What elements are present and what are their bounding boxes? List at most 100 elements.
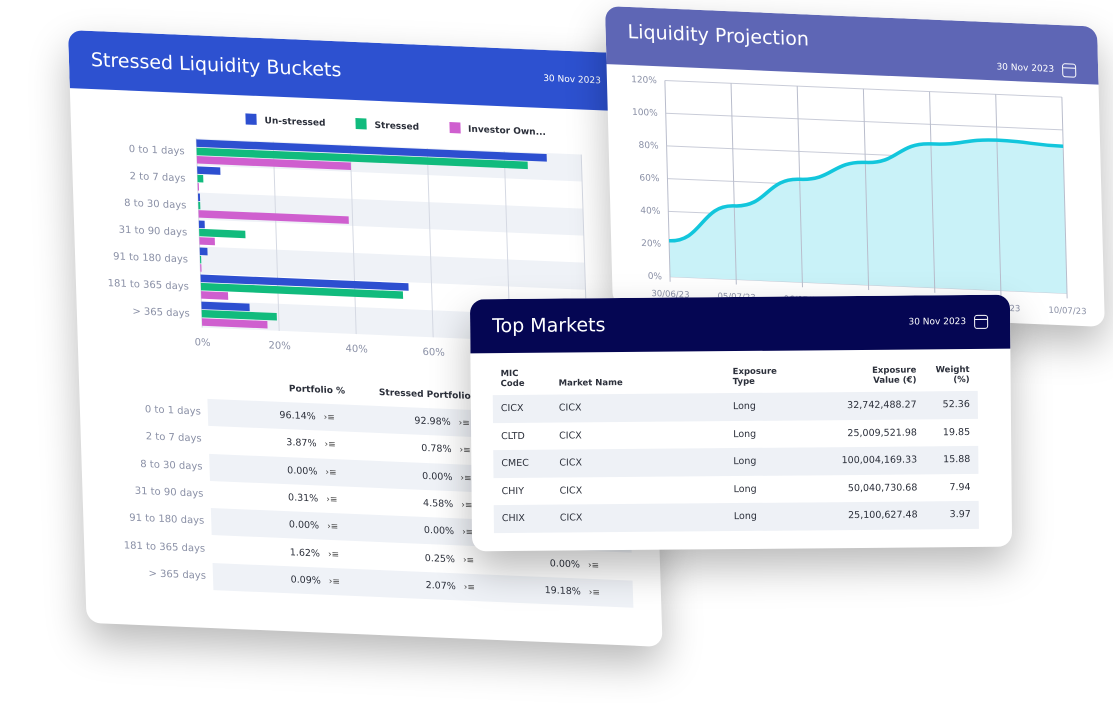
bar-stressed[interactable]: [199, 228, 246, 239]
bar-un-stressed[interactable]: [200, 274, 409, 291]
indent-list-icon[interactable]: ›≡: [588, 587, 601, 599]
bar-investor-own-[interactable]: [200, 264, 202, 272]
table-cell: 100,004,169.33: [841, 454, 918, 467]
bar-investor-own-[interactable]: [197, 183, 200, 191]
value-cell: 0.00% ›≡: [519, 556, 600, 571]
category-label: 31 to 90 days: [119, 225, 188, 239]
table-row[interactable]: CHIY CICX Long 50,040,730.68 7.94: [493, 473, 978, 505]
bucket-label: 31 to 90 days: [134, 485, 204, 500]
legend-swatch: [448, 121, 461, 134]
table-cell: 50,040,730.68: [847, 482, 918, 494]
table-row[interactable]: CLTD CICX Long 25,009,521.98 19.85: [493, 418, 978, 450]
category-label: 181 to 365 days: [107, 278, 189, 292]
table-cell: 25,009,521.98: [847, 427, 917, 439]
y-tick-label: 100%: [632, 108, 658, 119]
bar-investor-own-[interactable]: [201, 291, 229, 300]
col-header-stressed-portfolio: Stressed Portfolio %: [378, 388, 484, 403]
bar-stressed[interactable]: [196, 147, 528, 170]
table-cell: CICX: [559, 512, 583, 524]
table-row[interactable]: CHIX CICX Long 25,100,627.48 3.97: [493, 500, 979, 533]
gridline: [862, 88, 870, 291]
bar-un-stressed[interactable]: [197, 166, 221, 175]
bar-investor-own-[interactable]: [198, 210, 349, 224]
bucket-label: > 365 days: [148, 568, 207, 582]
value-text: 0.31%: [287, 492, 319, 505]
x-tick-label: 60%: [422, 347, 445, 359]
table-cell: Long: [733, 428, 757, 440]
gridline: [664, 80, 671, 282]
indent-list-icon[interactable]: ›≡: [324, 440, 336, 451]
gridline: [349, 144, 357, 335]
bar-investor-own-[interactable]: [199, 237, 215, 246]
indent-list-icon[interactable]: ›≡: [587, 560, 600, 571]
bar-stressed[interactable]: [197, 174, 204, 183]
panel-title: Top Markets: [492, 314, 606, 338]
bucket-label: 2 to 7 days: [145, 431, 202, 445]
bar-stressed[interactable]: [199, 255, 202, 264]
indent-list-icon[interactable]: ›≡: [458, 418, 471, 429]
projection-line[interactable]: [666, 126, 1066, 257]
bar-investor-own-[interactable]: [196, 155, 352, 170]
indent-list-icon[interactable]: ›≡: [459, 445, 471, 457]
indent-list-icon[interactable]: ›≡: [326, 494, 338, 506]
calendar-icon[interactable]: [1061, 63, 1077, 78]
bar-un-stressed[interactable]: [199, 247, 208, 256]
bar-un-stressed[interactable]: [197, 193, 201, 202]
value-text: 1.62%: [289, 546, 321, 560]
column-header[interactable]: Exposure Type: [732, 366, 777, 388]
table-cell: Long: [732, 401, 756, 413]
table-cell: 19.85: [942, 426, 971, 438]
calendar-icon[interactable]: [974, 314, 989, 329]
bucket-label: 181 to 365 days: [123, 539, 206, 555]
category-label: 0 to 1 days: [129, 144, 185, 157]
column-header[interactable]: Market Name: [558, 378, 623, 389]
table-cell: CICX: [559, 457, 582, 469]
x-tick-label: 20%: [268, 340, 291, 352]
gridline: [1061, 97, 1068, 299]
indent-list-icon[interactable]: ›≡: [327, 549, 340, 560]
panel-title: Liquidity Projection: [627, 20, 810, 51]
indent-list-icon[interactable]: ›≡: [460, 473, 472, 484]
gridline: [929, 91, 936, 293]
gridline: [995, 94, 1002, 296]
table-row[interactable]: CICX CICX Long 32,742,488.27 52.36: [492, 390, 978, 423]
value-cell: 4.58% ›≡: [392, 496, 473, 511]
indent-list-icon[interactable]: ›≡: [463, 582, 476, 593]
bar-stressed[interactable]: [198, 201, 201, 210]
indent-list-icon[interactable]: ›≡: [462, 555, 475, 566]
column-header[interactable]: Weight (%): [935, 365, 970, 386]
panel-title: Stressed Liquidity Buckets: [90, 48, 342, 82]
value-text: 2.07%: [425, 579, 457, 593]
table-cell: CICX: [559, 485, 583, 497]
top-markets-panel: Top Markets 30 Nov 2023 MIC Code Market N…: [469, 294, 1013, 552]
x-tick-label: 40%: [345, 344, 368, 356]
value-cell: 3.87% ›≡: [256, 436, 336, 450]
y-tick-label: 40%: [640, 206, 661, 217]
bucket-label: 8 to 30 days: [140, 458, 203, 473]
indent-list-icon[interactable]: ›≡: [325, 467, 337, 478]
indent-list-icon[interactable]: ›≡: [328, 576, 341, 588]
indent-list-icon[interactable]: ›≡: [323, 412, 336, 424]
table-cell: 3.97: [949, 509, 971, 521]
bar-un-stressed[interactable]: [198, 220, 205, 229]
indent-list-icon[interactable]: ›≡: [326, 522, 339, 533]
value-cell: 0.78% ›≡: [391, 442, 471, 456]
area-chart-svg: 0%20%40%60%80%100%120%30/06/2305/07/2306…: [631, 75, 1087, 317]
bar-stressed[interactable]: [200, 282, 404, 299]
value-text: 0.00%: [422, 470, 453, 483]
bar-stressed[interactable]: [201, 309, 277, 321]
category-label: 91 to 180 days: [113, 251, 188, 265]
table-cell: CICX: [559, 430, 582, 442]
column-header[interactable]: Exposure Value (€): [872, 365, 917, 386]
bar-un-stressed[interactable]: [201, 301, 250, 312]
column-header[interactable]: MIC Code: [500, 368, 525, 390]
table-cell: 15.88: [943, 454, 971, 466]
bar-un-stressed[interactable]: [196, 139, 547, 162]
y-tick-label: 120%: [631, 75, 657, 86]
value-text: 19.18%: [544, 584, 582, 598]
value-text: 0.09%: [290, 574, 322, 587]
table-cell: 52.36: [942, 399, 970, 411]
bar-investor-own-[interactable]: [201, 318, 268, 329]
table-row[interactable]: CMEC CICX Long 100,004,169.33 15.88: [493, 445, 979, 478]
table-cell: CICX: [558, 402, 582, 414]
